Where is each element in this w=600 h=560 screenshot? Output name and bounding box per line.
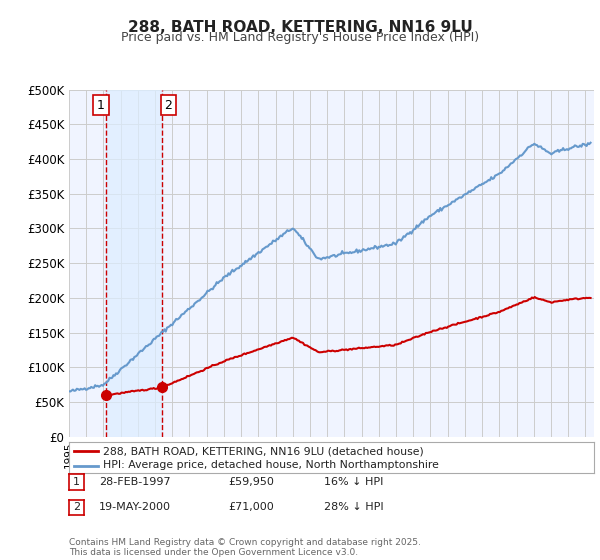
Text: 2: 2	[164, 99, 172, 112]
Text: 28% ↓ HPI: 28% ↓ HPI	[324, 502, 383, 512]
Text: 2: 2	[73, 502, 80, 512]
Text: 288, BATH ROAD, KETTERING, NN16 9LU: 288, BATH ROAD, KETTERING, NN16 9LU	[128, 20, 472, 35]
Text: 19-MAY-2000: 19-MAY-2000	[99, 502, 171, 512]
Text: 288, BATH ROAD, KETTERING, NN16 9LU (detached house): 288, BATH ROAD, KETTERING, NN16 9LU (det…	[103, 446, 424, 456]
Text: £59,950: £59,950	[228, 477, 274, 487]
Text: Contains HM Land Registry data © Crown copyright and database right 2025.
This d: Contains HM Land Registry data © Crown c…	[69, 538, 421, 557]
Text: 1: 1	[97, 99, 105, 112]
Text: 1: 1	[73, 477, 80, 487]
Bar	[106, 90, 161, 437]
Text: HPI: Average price, detached house, North Northamptonshire: HPI: Average price, detached house, Nort…	[103, 460, 439, 470]
Text: Price paid vs. HM Land Registry's House Price Index (HPI): Price paid vs. HM Land Registry's House …	[121, 31, 479, 44]
Text: 16% ↓ HPI: 16% ↓ HPI	[324, 477, 383, 487]
Text: £71,000: £71,000	[228, 502, 274, 512]
Text: 28-FEB-1997: 28-FEB-1997	[99, 477, 170, 487]
